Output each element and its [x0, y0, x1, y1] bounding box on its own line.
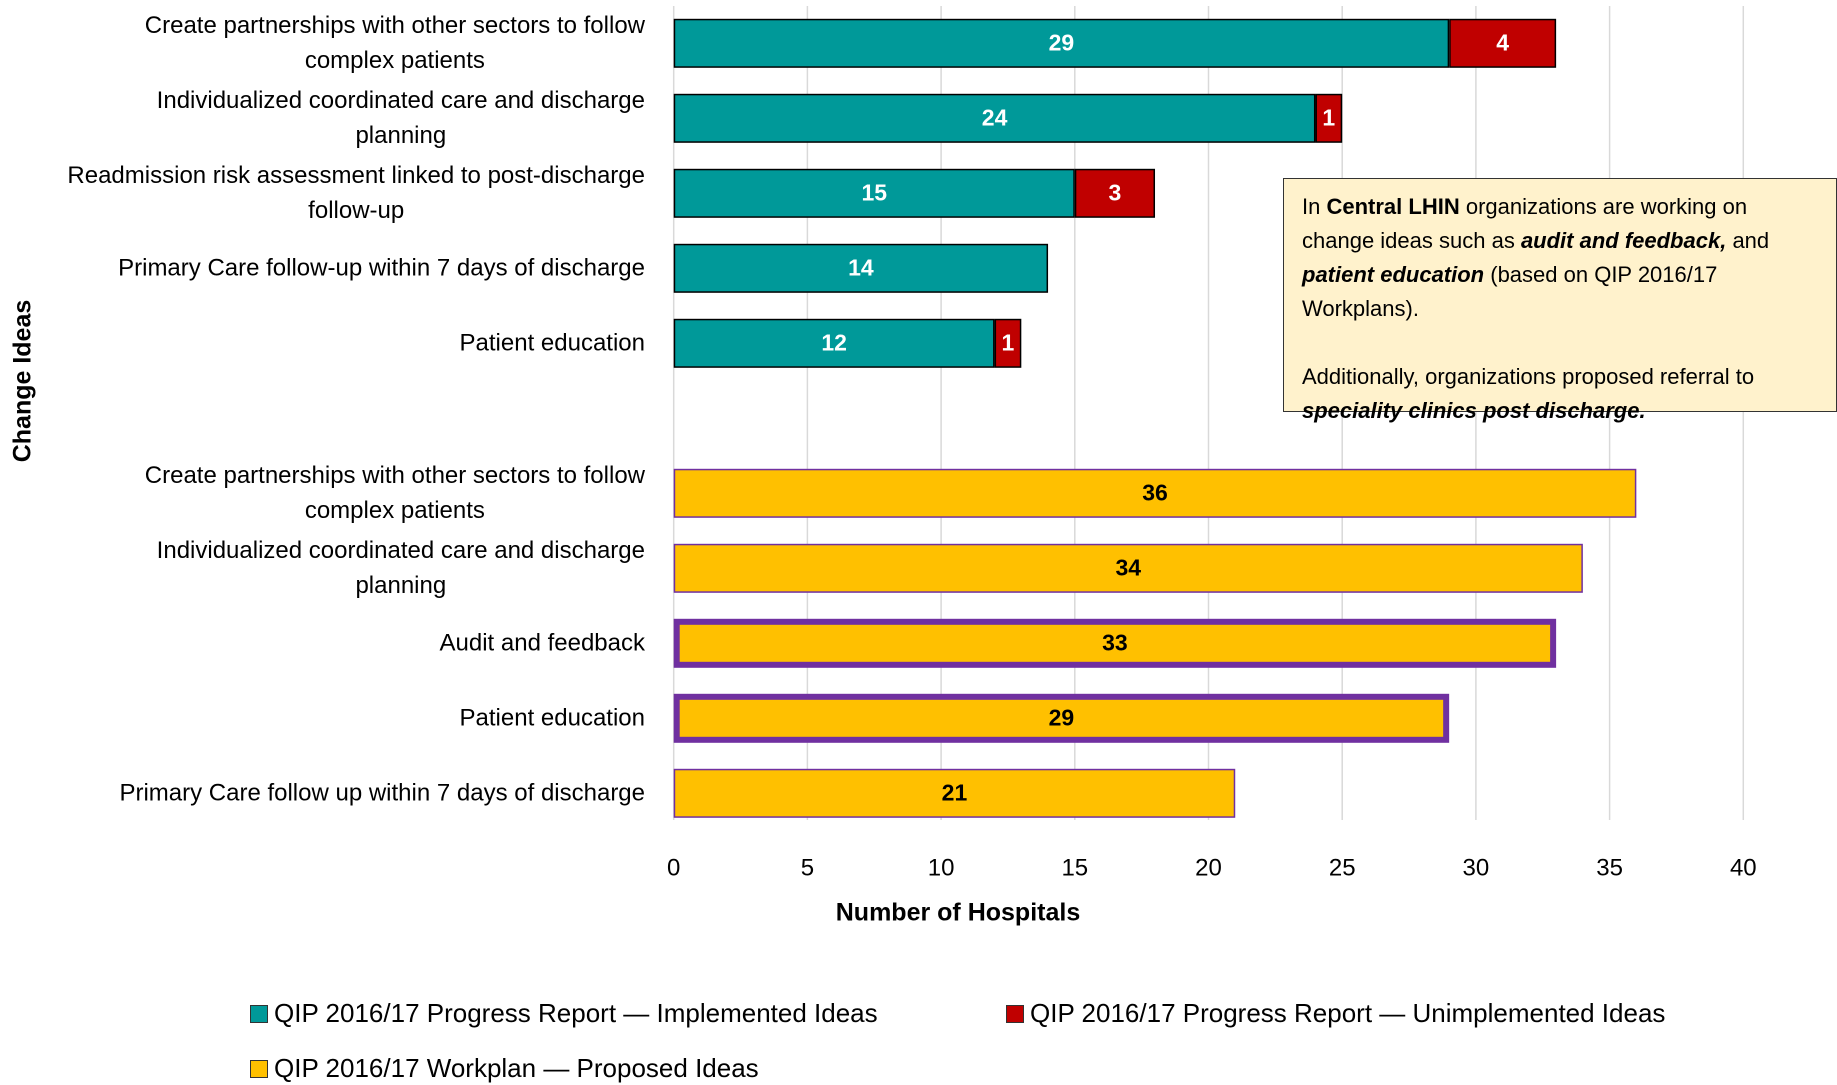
bar — [1074, 168, 1156, 218]
legend-swatch — [1006, 1004, 1024, 1023]
data-label: 15 — [861, 179, 887, 205]
y-tick-text: Create partnerships with other sectors t… — [144, 462, 645, 525]
x-tick-label: 15 — [1061, 854, 1088, 881]
data-label: 4 — [1496, 29, 1509, 55]
annotation-text: patient education — [1302, 262, 1485, 287]
annotation-text: In — [1302, 194, 1327, 219]
data-label: 29 — [1049, 704, 1075, 730]
y-axis-label: Change Ideas — [9, 300, 37, 463]
y-tick-label: Patient education — [460, 326, 645, 361]
bar — [1315, 93, 1343, 143]
y-tick-label: Primary Care follow up within 7 days of … — [119, 776, 645, 811]
annotation-paragraph: Additionally, organizations proposed ref… — [1302, 360, 1820, 428]
y-tick-label: Audit and feedback — [440, 626, 646, 661]
data-label: 29 — [1049, 29, 1075, 55]
x-tick-label: 30 — [1463, 854, 1490, 881]
y-tick-text: Individualized coordinated care and disc… — [156, 537, 645, 600]
x-tick-label: 10 — [928, 854, 955, 881]
data-label: 3 — [1109, 179, 1122, 205]
y-tick-text: Patient education — [459, 329, 645, 357]
x-tick-label: 40 — [1730, 854, 1757, 881]
x-tick-label: 25 — [1329, 854, 1356, 881]
legend-swatch — [250, 1059, 268, 1078]
data-label: 24 — [982, 104, 1008, 130]
bar — [994, 318, 1022, 368]
bar — [673, 18, 1450, 68]
y-tick-label: Create partnerships with other sectors t… — [145, 458, 645, 528]
y-tick-text: Individualized coordinated care and disc… — [156, 87, 645, 150]
legend-label: QIP 2016/17 Progress Report — Implemente… — [274, 998, 878, 1028]
bar — [673, 468, 1637, 518]
bar — [673, 768, 1236, 818]
x-tick-label: 5 — [801, 854, 814, 881]
bar — [673, 93, 1316, 143]
data-label: 12 — [821, 329, 847, 355]
bar — [673, 168, 1075, 218]
bar — [673, 243, 1049, 293]
legend-item: QIP 2016/17 Progress Report — Unimplemen… — [1006, 998, 1665, 1029]
annotation-text: Additionally, organizations proposed ref… — [1302, 364, 1755, 389]
legend-item: QIP 2016/17 Progress Report — Implemente… — [250, 998, 878, 1029]
bar — [673, 318, 995, 368]
y-tick-text: Audit and feedback — [439, 629, 646, 657]
legend-label: QIP 2016/17 Workplan — Proposed Ideas — [274, 1053, 759, 1083]
y-tick-label: Individualized coordinated care and disc… — [157, 83, 645, 153]
y-tick-label: Patient education — [460, 701, 645, 736]
annotation-text: audit and feedback, — [1520, 228, 1727, 253]
data-label: 14 — [848, 254, 874, 280]
y-tick-label: Individualized coordinated care and disc… — [157, 533, 645, 603]
bar — [673, 543, 1583, 593]
x-tick-label: 0 — [667, 854, 680, 881]
data-label: 34 — [1115, 554, 1141, 580]
data-label: 36 — [1142, 479, 1168, 505]
y-tick-text: Primary Care follow up within 7 days of … — [119, 779, 645, 807]
annotation-text: Central LHIN — [1326, 194, 1460, 219]
annotation-text: organizations are working on change idea… — [1302, 194, 1748, 253]
y-tick-label: Create partnerships with other sectors t… — [145, 8, 645, 78]
annotation-text: speciality clinics post discharge. — [1302, 398, 1646, 423]
data-label: 21 — [942, 779, 968, 805]
annotation-text: (based on QIP 2016/17 Workplans). — [1302, 262, 1718, 321]
legend-item: QIP 2016/17 Workplan — Proposed Ideas — [250, 1053, 759, 1084]
legend-swatch — [250, 1004, 268, 1023]
bar — [1449, 18, 1557, 68]
data-label: 33 — [1102, 629, 1128, 655]
x-axis-label: Number of Hospitals — [836, 899, 1080, 927]
y-tick-text: Primary Care follow-up within 7 days of … — [118, 254, 645, 282]
y-tick-text: Patient education — [459, 704, 645, 732]
bar — [673, 618, 1557, 668]
y-tick-text: Create partnerships with other sectors t… — [144, 12, 645, 75]
y-tick-text: Readmission risk assessment linked to po… — [67, 162, 645, 225]
data-label: 1 — [1322, 104, 1335, 130]
data-label: 1 — [1002, 329, 1015, 355]
bar — [673, 693, 1450, 743]
annotation-paragraph: In Central LHIN organizations are workin… — [1302, 190, 1820, 326]
x-tick-label: 20 — [1195, 854, 1222, 881]
y-tick-label: Readmission risk assessment linked to po… — [67, 158, 645, 228]
x-tick-label: 35 — [1596, 854, 1623, 881]
annotation: In Central LHIN organizations are workin… — [1283, 178, 1837, 423]
y-tick-label: Primary Care follow-up within 7 days of … — [118, 251, 645, 286]
annotation-text: and — [1726, 228, 1770, 253]
legend-label: QIP 2016/17 Progress Report — Unimplemen… — [1030, 998, 1666, 1028]
